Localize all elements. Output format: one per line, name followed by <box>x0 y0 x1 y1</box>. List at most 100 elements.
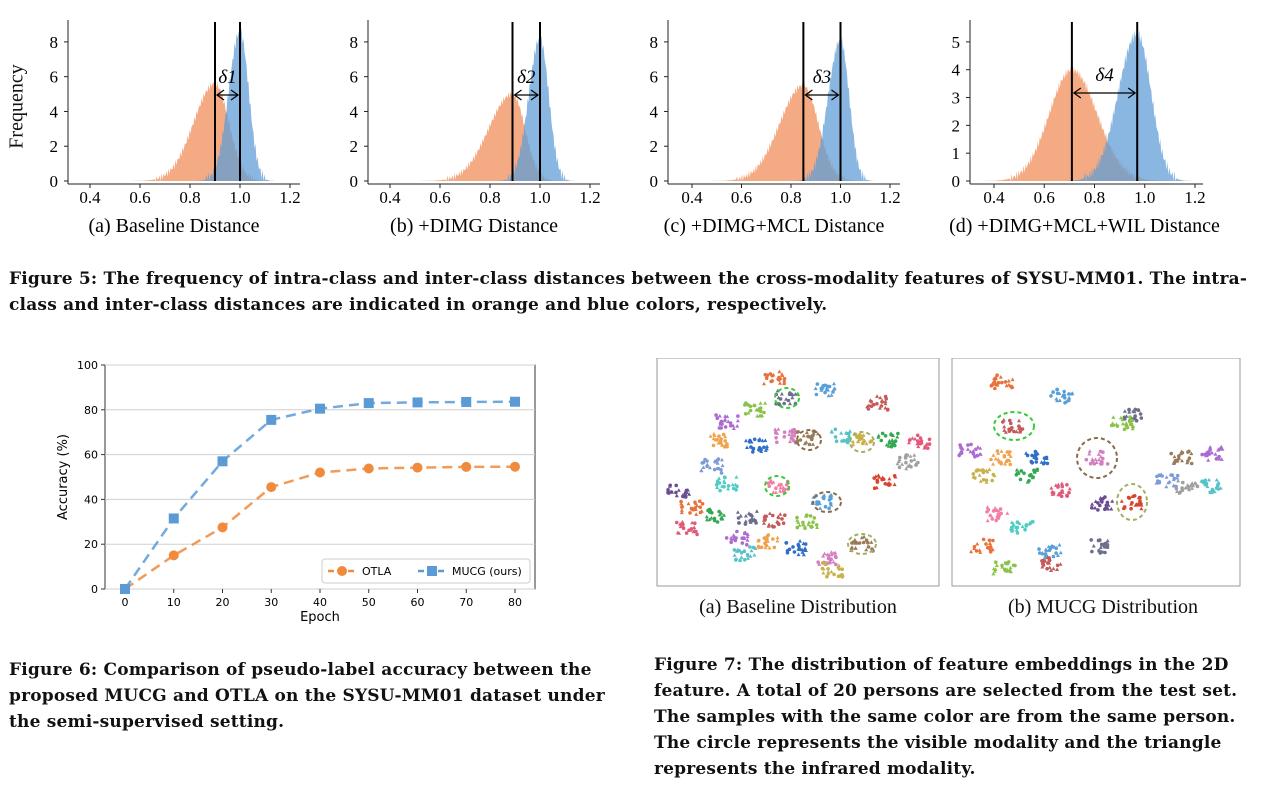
visible-sample <box>1055 563 1060 568</box>
infrared-sample <box>1206 458 1211 462</box>
infrared-sample <box>1183 485 1188 490</box>
visible-sample <box>791 545 795 549</box>
infrared-sample <box>884 442 889 447</box>
infrared-sample <box>731 423 736 428</box>
infrared-sample <box>907 440 911 445</box>
visible-sample <box>674 483 678 488</box>
infrared-sample <box>815 431 820 436</box>
data-point <box>363 463 374 474</box>
infrared-sample <box>1057 542 1062 547</box>
line-chart: 0 20 40 60 80 100 0 10 20 30 40 50 60 70 80 Epoch Accura… <box>56 359 536 625</box>
infrared-sample <box>997 512 1002 517</box>
infrared-sample <box>780 373 785 378</box>
infrared-sample <box>993 456 998 461</box>
infrared-sample <box>811 442 815 446</box>
infrared-sample <box>717 476 721 480</box>
visible-sample <box>1023 527 1027 532</box>
visible-sample <box>884 397 888 401</box>
legend-box <box>321 558 531 584</box>
infrared-sample <box>1056 492 1061 497</box>
y-tick-label: 2 <box>350 137 359 156</box>
infrared-sample <box>869 540 874 544</box>
visible-sample <box>749 445 753 449</box>
visible-sample <box>733 538 738 543</box>
visible-sample <box>729 540 733 544</box>
visible-sample <box>892 440 896 445</box>
infrared-sample <box>699 468 704 472</box>
visible-sample <box>796 542 801 547</box>
visible-sample <box>898 455 902 460</box>
infrared-sample <box>1059 481 1064 486</box>
person-cluster <box>774 388 800 406</box>
infrared-sample <box>745 532 750 536</box>
infrared-sample <box>1049 486 1054 490</box>
infrared-sample <box>1114 422 1119 426</box>
infrared-sample <box>1099 449 1104 454</box>
data-point <box>412 462 423 473</box>
infrared-sample <box>993 567 998 571</box>
visible-sample <box>728 421 733 425</box>
y-tick-label: 4 <box>50 102 59 121</box>
infrared-sample <box>730 482 735 487</box>
visible-sample <box>776 377 780 381</box>
delta-label: δ2 <box>517 67 536 88</box>
infrared-sample <box>767 545 772 550</box>
histogram-panel-3: 0 2 4 6 8 0.4 0.6 0.8 1.0 1.2 δ3 (c) +DIMG+MCL Dist… <box>650 20 901 237</box>
visible-sample <box>1129 506 1133 511</box>
histogram-panel-4: 0 1 2 3 4 5 0.4 0.6 0.8 1.0 1.2 δ4 (d) +DIMG+MCL+WIL… <box>949 20 1220 237</box>
visible-sample <box>990 478 994 483</box>
visible-sample <box>1041 461 1046 466</box>
data-point <box>266 482 277 493</box>
data-point <box>217 522 228 533</box>
person-cluster <box>1001 417 1025 434</box>
visible-sample <box>1018 477 1023 482</box>
visible-sample <box>715 458 720 462</box>
infrared-sample <box>1067 395 1072 400</box>
infrared-sample <box>704 514 709 519</box>
visible-sample <box>1210 487 1215 492</box>
infrared-sample <box>775 431 780 435</box>
visible-sample <box>834 562 838 567</box>
visible-sample <box>927 442 932 446</box>
infrared-sample <box>1121 421 1125 426</box>
visible-sample <box>770 379 774 383</box>
infrared-sample <box>777 369 782 374</box>
visible-sample <box>765 536 769 540</box>
visible-sample <box>1139 502 1143 506</box>
infrared-sample <box>1096 452 1101 456</box>
delta-arrowhead-right <box>230 89 240 101</box>
visible-sample <box>698 505 702 509</box>
infrared-sample <box>864 547 869 552</box>
infrared-sample <box>764 446 769 451</box>
infrared-sample <box>904 466 909 471</box>
visible-sample <box>1058 491 1062 496</box>
infrared-sample <box>892 482 897 487</box>
delta-arrowhead-left <box>215 89 225 101</box>
infrared-sample <box>1093 499 1098 503</box>
visible-sample <box>748 519 752 523</box>
infrared-sample <box>853 541 858 545</box>
visible-sample <box>715 520 720 524</box>
visible-sample <box>1181 480 1185 485</box>
person-cluster <box>1119 494 1144 511</box>
infrared-sample <box>900 462 905 466</box>
infrared-sample <box>817 501 822 505</box>
x-tick-label: 0.4 <box>983 188 1005 207</box>
visible-sample <box>985 510 989 514</box>
visible-sample <box>693 500 697 505</box>
visible-sample <box>1122 506 1126 511</box>
infrared-sample <box>987 467 992 472</box>
infrared-sample <box>851 439 855 444</box>
person-cluster <box>1169 449 1194 466</box>
visible-sample <box>1132 494 1137 498</box>
visible-sample <box>1062 389 1066 394</box>
x-tick-label: 0.8 <box>479 188 500 207</box>
infrared-sample <box>793 427 797 432</box>
person-cluster <box>1014 467 1040 484</box>
visible-sample <box>1084 457 1089 462</box>
infrared-sample <box>1127 410 1132 414</box>
infrared-sample <box>1213 452 1218 456</box>
visible-sample <box>752 437 757 442</box>
infrared-sample <box>985 505 990 509</box>
data-point <box>168 550 179 561</box>
